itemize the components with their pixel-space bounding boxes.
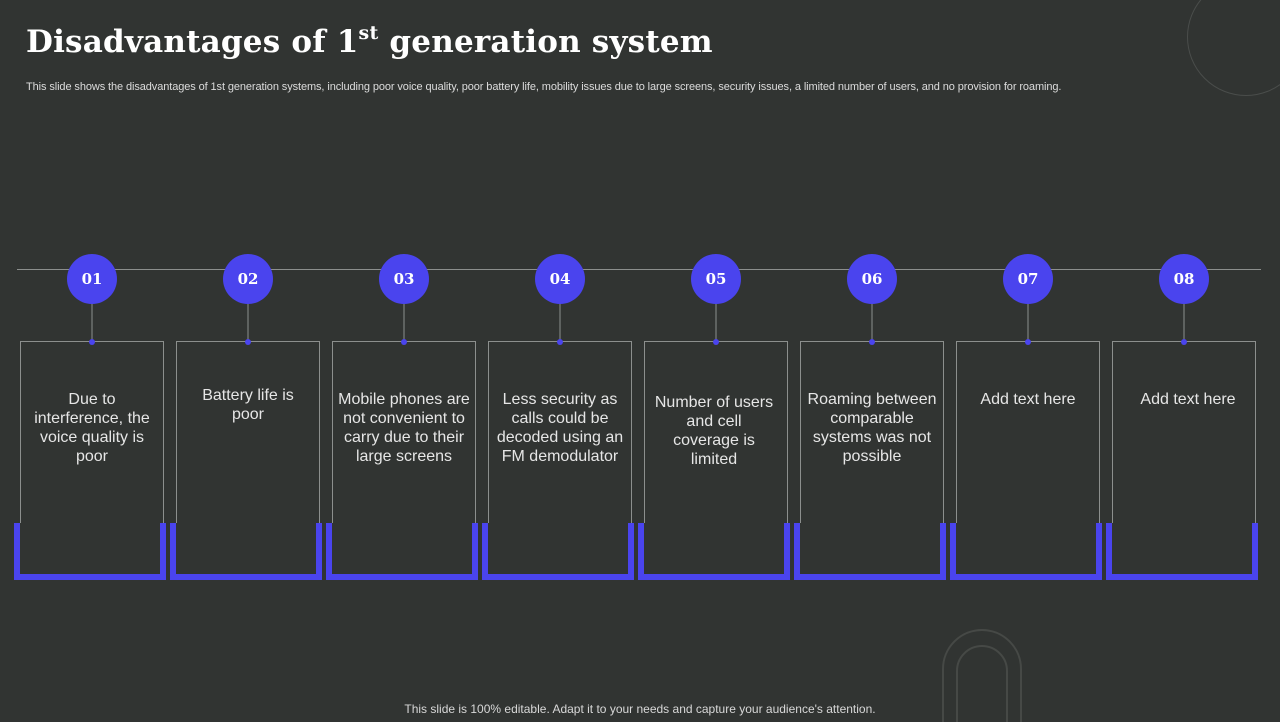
step-connector-dot (1181, 339, 1187, 345)
step-connector-dot (869, 339, 875, 345)
step-bracket (170, 523, 322, 580)
step-number-badge: 03 (379, 254, 429, 304)
decorative-circle (1187, 0, 1280, 96)
step-text: Add text here (1140, 391, 1236, 408)
step-text: Add text here (980, 391, 1076, 408)
step-number-badge: 04 (535, 254, 585, 304)
step-number-badge: 02 (223, 254, 273, 304)
timeline-line (17, 269, 1261, 270)
step-connector (403, 304, 405, 342)
title-rest: generation system (378, 24, 713, 60)
step-text: Due to interference, the voice quality i… (34, 391, 150, 465)
step-number-badge: 08 (1159, 254, 1209, 304)
step-bracket (326, 523, 478, 580)
step-02: 02 Battery life is poor (170, 254, 326, 582)
title-main: Disadvantages of 1 (26, 24, 359, 60)
step-bracket (794, 523, 946, 580)
step-connector (91, 304, 93, 342)
step-bracket (638, 523, 790, 580)
step-number-badge: 05 (691, 254, 741, 304)
step-card (1112, 341, 1256, 523)
step-connector-dot (713, 339, 719, 345)
step-bracket (14, 523, 166, 580)
step-text: Roaming between comparable systems was n… (807, 391, 937, 465)
step-bracket (482, 523, 634, 580)
step-text: Mobile phones are not convenient to carr… (338, 391, 470, 465)
step-08: 08 Add text here (1106, 254, 1262, 582)
title-superscript: st (358, 22, 379, 44)
step-connector (871, 304, 873, 342)
step-04: 04 Less security as calls could be decod… (482, 254, 638, 582)
decorative-arch (942, 629, 1022, 722)
step-bracket (1106, 523, 1258, 580)
step-connector (559, 304, 561, 342)
step-text: Less security as calls could be decoded … (496, 391, 624, 465)
step-card (176, 341, 320, 523)
page-subtitle: This slide shows the disadvantages of 1s… (26, 81, 1062, 93)
step-text: Number of users and cell coverage is lim… (654, 394, 774, 468)
step-connector-dot (401, 339, 407, 345)
step-connector (715, 304, 717, 342)
step-number-badge: 01 (67, 254, 117, 304)
step-number-badge: 07 (1003, 254, 1053, 304)
step-05: 05 Number of users and cell coverage is … (638, 254, 794, 582)
footer-note: This slide is 100% editable. Adapt it to… (404, 702, 876, 716)
page-title: Disadvantages of 1st generation system (26, 22, 713, 60)
step-connector-dot (89, 339, 95, 345)
step-connector (247, 304, 249, 342)
step-bracket (950, 523, 1102, 580)
step-06: 06 Roaming between comparable systems wa… (794, 254, 950, 582)
step-connector (1183, 304, 1185, 342)
step-connector (1027, 304, 1029, 342)
step-card (956, 341, 1100, 523)
step-01: 01 Due to interference, the voice qualit… (14, 254, 170, 582)
step-connector-dot (1025, 339, 1031, 345)
step-connector-dot (557, 339, 563, 345)
step-07: 07 Add text here (950, 254, 1106, 582)
step-text: Battery life is poor (202, 387, 294, 423)
step-03: 03 Mobile phones are not convenient to c… (326, 254, 482, 582)
step-connector-dot (245, 339, 251, 345)
step-number-badge: 06 (847, 254, 897, 304)
